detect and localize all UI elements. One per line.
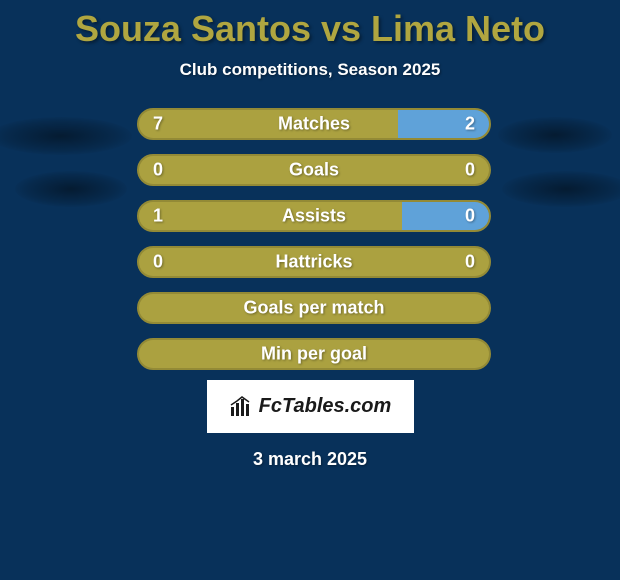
stat-bar: Goals per match <box>137 292 491 324</box>
stat-row: Matches7 2 <box>0 108 620 140</box>
stat-row: Min per goal <box>0 338 620 370</box>
stat-row: Goals per match <box>0 292 620 324</box>
stat-bar: Goals0 0 <box>137 154 491 186</box>
footer-logo-text: FcTables.com <box>259 395 392 418</box>
stat-label: Matches <box>139 114 489 135</box>
stat-value-right: 0 <box>465 206 475 227</box>
footer-logo: FcTables.com <box>229 395 392 419</box>
footer-logo-box: FcTables.com <box>207 380 414 433</box>
stat-value-left: 0 <box>153 160 163 181</box>
stat-value-right: 0 <box>465 252 475 273</box>
stat-row: Hattricks0 0 <box>0 246 620 278</box>
stat-bar: Hattricks0 0 <box>137 246 491 278</box>
stat-label: Min per goal <box>139 344 489 365</box>
stat-value-right: 0 <box>465 160 475 181</box>
footer-date: 3 march 2025 <box>0 449 620 470</box>
stat-label: Goals per match <box>139 298 489 319</box>
stat-value-left: 1 <box>153 206 163 227</box>
stat-label: Assists <box>139 206 489 227</box>
fctables-icon <box>229 395 253 419</box>
stat-row: Goals0 0 <box>0 154 620 186</box>
stat-label: Hattricks <box>139 252 489 273</box>
stat-bar: Assists1 0 <box>137 200 491 232</box>
stat-bar: Min per goal <box>137 338 491 370</box>
stat-row: Assists1 0 <box>0 200 620 232</box>
page-title: Souza Santos vs Lima Neto <box>0 0 620 50</box>
stat-label: Goals <box>139 160 489 181</box>
stat-value-left: 0 <box>153 252 163 273</box>
stat-value-right: 2 <box>465 114 475 135</box>
page-subtitle: Club competitions, Season 2025 <box>0 60 620 80</box>
stat-bar: Matches7 2 <box>137 108 491 140</box>
stat-value-left: 7 <box>153 114 163 135</box>
